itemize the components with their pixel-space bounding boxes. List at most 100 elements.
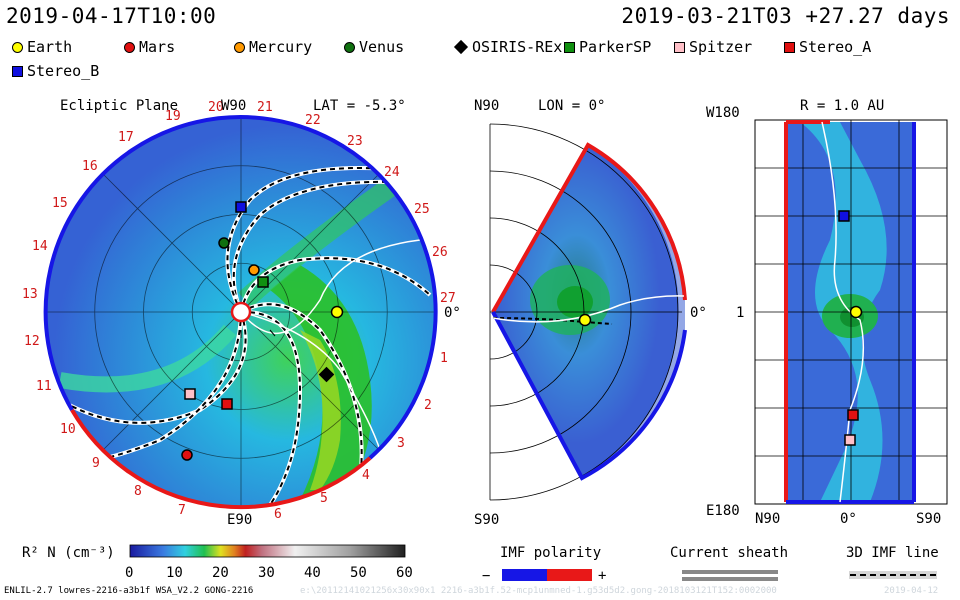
- earth-marker-icon: [12, 41, 23, 53]
- r-label: R = 1.0 AU: [800, 98, 884, 114]
- tick-6: 6: [274, 507, 282, 522]
- tick-10: 9: [92, 456, 100, 471]
- radial-ticks: [240, 329, 276, 338]
- earth-marker: [330, 305, 344, 319]
- legend-venus: Venus: [344, 38, 404, 56]
- meridional-earth-marker: [578, 313, 592, 327]
- ecliptic-title: Ecliptic Plane: [60, 98, 178, 114]
- carrington-ticks: 19 20 21 22 23 24 25 26 27 1 2 3 4 5 6 7…: [22, 100, 456, 522]
- radial-stereo-b-marker: [838, 210, 850, 222]
- spitzer-marker-icon: [674, 41, 685, 53]
- imf-positive-swatch: [547, 569, 592, 581]
- tick-12: 11: [36, 379, 52, 394]
- w180-label: W180: [706, 105, 740, 121]
- parkersp-marker-icon: [564, 41, 575, 53]
- current-sheath-swatch-2: [682, 577, 778, 581]
- footer-run-info: e:\20112141021256x30x90x1 2216-a3b1f.52-…: [300, 586, 777, 596]
- tick-1: 1: [440, 351, 448, 366]
- meridional-density-core: [557, 286, 593, 318]
- meridional-imf-line: [492, 317, 613, 325]
- meridional-sheath-line: [492, 295, 685, 323]
- venus-marker-icon: [344, 41, 355, 53]
- radial-mid-label: 1: [736, 305, 744, 321]
- tick-22: 22: [305, 113, 321, 128]
- cbar-tick: 20: [212, 565, 229, 581]
- tick-27: 27: [440, 291, 456, 306]
- meridional-0deg-label: 0°: [690, 305, 707, 321]
- tick-8: 7: [178, 503, 186, 518]
- meridional-edge-red-top: [491, 142, 687, 313]
- s90-label: S90: [474, 512, 499, 528]
- footer-model-info: ENLIL-2.7 lowres-2216-a3b1f WSA_V2.2 GON…: [4, 586, 254, 596]
- w90-label: W90: [221, 98, 246, 114]
- ecliptic-panel: 19 20 21 22 23 24 25 26 27 1 2 3 4 5 6 7…: [22, 98, 461, 528]
- tick-23: 23: [347, 134, 363, 149]
- tick-17: 16: [82, 159, 98, 174]
- n90-xtick: N90: [755, 511, 780, 527]
- current-sheath-swatch-1: [682, 570, 778, 574]
- legend-stereo-a: Stereo_A: [784, 38, 871, 56]
- tick-18: 17: [118, 130, 134, 145]
- s90-xtick: S90: [916, 511, 941, 527]
- tick-15: 14: [32, 239, 48, 254]
- zero-xtick: 0°: [840, 511, 857, 527]
- tick-13: 12: [24, 334, 40, 349]
- tick-24: 24: [384, 165, 400, 180]
- cbar-tick: 60: [396, 565, 413, 581]
- radial-panel: R = 1.0 AU W180 E180 1 N90 0° S90: [706, 98, 948, 527]
- tick-4: 4: [362, 468, 370, 483]
- mars-marker-icon: [124, 41, 135, 53]
- ecliptic-0deg-label: 0°: [444, 305, 461, 321]
- legend-earth: Earth: [12, 38, 72, 56]
- sun-inner-boundary: [230, 301, 252, 323]
- legend-parkersp: ParkerSP: [564, 38, 651, 56]
- colorbar-ticks: 0 10 20 30 40 50 60: [125, 565, 413, 581]
- spitzer-marker: [184, 388, 196, 400]
- colorbar-label: R² N (cm⁻³): [22, 545, 115, 561]
- meridional-panel: N90 LON = 0° S90 0°: [474, 98, 707, 528]
- legend-label: Mercury: [249, 38, 313, 56]
- tick-9: 8: [134, 484, 142, 499]
- key: IMF polarity − + Current sheath 3D IMF l…: [482, 545, 939, 584]
- legend-label: ParkerSP: [579, 38, 652, 56]
- footer-date: 2019-04-12: [884, 586, 939, 596]
- cbar-tick: 0: [125, 565, 133, 581]
- n90-label: N90: [474, 98, 499, 114]
- tick-25: 25: [414, 202, 430, 217]
- colorbar: R² N (cm⁻³) 0 10 20 30 40 50 60: [22, 544, 413, 581]
- lat-label: LAT = -5.3°: [313, 98, 406, 114]
- tick-21: 21: [257, 100, 273, 115]
- imf-negative-swatch: [502, 569, 547, 581]
- cbar-tick: 40: [304, 565, 321, 581]
- radial-stereo-a-marker: [847, 409, 859, 421]
- tick-5: 5: [320, 491, 328, 506]
- right-timestamp: 2019-03-21T03 +27.27 days: [621, 4, 950, 28]
- tick-3: 3: [397, 436, 405, 451]
- radial-spitzer-marker: [844, 434, 856, 446]
- tick-26: 26: [432, 245, 448, 260]
- radial-earth-marker: [849, 305, 863, 319]
- mercury-marker: [248, 264, 260, 276]
- legend-label: Venus: [359, 38, 405, 56]
- stereo-b-marker-icon: [12, 65, 23, 77]
- tick-11: 10: [60, 422, 76, 437]
- legend-label: Spitzer: [689, 38, 753, 56]
- lon-label: LON = 0°: [538, 98, 605, 114]
- meridional-grid: [489, 123, 682, 501]
- cme-core: [300, 330, 341, 490]
- legend-label: Earth: [27, 38, 73, 56]
- tick-19: 19: [165, 109, 181, 124]
- imf-polarity-label: IMF polarity: [500, 545, 601, 561]
- imf-line-label: 3D IMF line: [846, 545, 939, 561]
- cbar-tick: 30: [258, 565, 275, 581]
- current-sheath-label: Current sheath: [670, 545, 788, 561]
- e90-label: E90: [227, 512, 252, 528]
- tick-14: 13: [22, 287, 38, 302]
- tick-20: 20: [208, 100, 224, 115]
- green-stream-lower: [58, 324, 237, 393]
- imf-plus-label: +: [598, 568, 606, 584]
- cbar-tick: 50: [350, 565, 367, 581]
- legend-mars: Mars: [124, 38, 175, 56]
- stereo-a-marker: [221, 398, 233, 410]
